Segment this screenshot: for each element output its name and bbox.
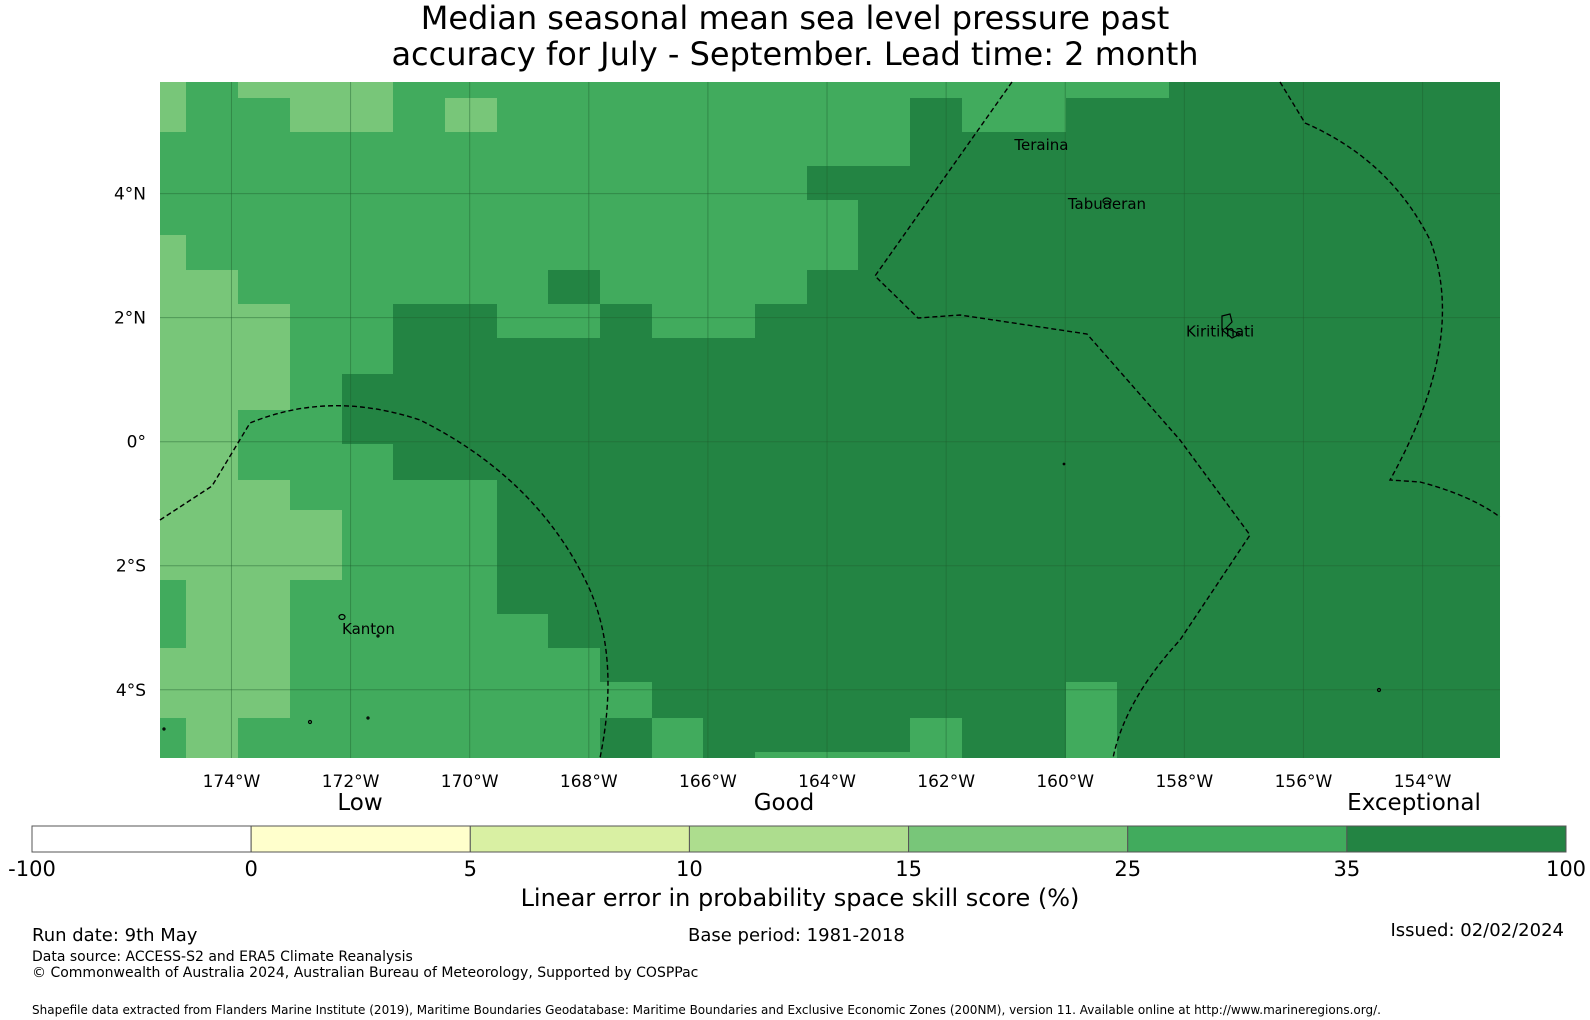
colorbar-tick-label: -100 — [8, 857, 56, 881]
longitude-tick-label: 174°W — [203, 772, 261, 792]
map-gridlines — [160, 82, 1500, 758]
colorbar-tick-label: 35 — [1333, 857, 1360, 881]
longitude-tick-label: 160°W — [1036, 772, 1094, 792]
colorbar-segment — [469, 825, 690, 853]
skill-cell — [186, 580, 290, 648]
eez-boundary-phoenix — [159, 405, 609, 759]
colorbar-tick-label: 25 — [1114, 857, 1141, 881]
map-title-line-2: accuracy for July - September. Lead time… — [391, 35, 1199, 73]
colorbar-title: Linear error in probability space skill … — [521, 884, 1080, 912]
base-period: Base period: 1981-2018 — [688, 925, 905, 946]
latitude-tick-label: 2°N — [114, 309, 146, 329]
category-label-exceptional: Exceptional — [1347, 790, 1481, 816]
skill-cell — [910, 718, 962, 758]
colorbar-tick-label: 5 — [464, 857, 477, 881]
skill-cell — [160, 82, 186, 132]
longitude-tick-label: 164°W — [798, 772, 856, 792]
skill-cell — [160, 510, 342, 580]
skill-cell — [160, 235, 186, 270]
longitude-tick-label: 154°W — [1394, 772, 1452, 792]
shapefile-credit: Shapefile data extracted from Flanders M… — [32, 1003, 1381, 1017]
longitude-tick-label: 172°W — [322, 772, 380, 792]
category-labels: Low Good Exceptional — [337, 790, 1480, 816]
latitude-tick-label: 4°S — [116, 681, 146, 701]
island-shape — [307, 719, 313, 725]
skill-cell — [548, 270, 600, 304]
map-title-line-1: Median seasonal mean sea level pressure … — [420, 0, 1170, 37]
skill-cells — [160, 82, 1500, 758]
skill-cell — [652, 718, 703, 758]
island-shape — [366, 716, 370, 720]
colorbar-segment — [31, 825, 252, 853]
island-shape — [1102, 197, 1112, 205]
longitude-tick-label: 162°W — [917, 772, 975, 792]
skill-cell — [755, 752, 910, 758]
colorbar-tick-label: 15 — [895, 857, 922, 881]
island-shape — [1062, 462, 1066, 466]
island-shape — [1376, 687, 1382, 693]
skill-cell — [290, 82, 393, 132]
longitude-tick-label: 168°W — [560, 772, 618, 792]
longitude-tick-labels: 174°W 172°W 170°W 168°W 166°W 164°W 162°W 160°W… — [203, 772, 1452, 792]
colorbar-segment — [1346, 825, 1567, 853]
colorbar-tick-labels: -100 0 5 10 15 25 35 100 — [8, 857, 1586, 881]
latitude-tick-label: 0° — [127, 433, 146, 453]
longitude-tick-label: 158°W — [1155, 772, 1213, 792]
latitude-tick-label: 4°N — [114, 185, 146, 205]
place-label-kanton: Kanton — [342, 620, 395, 638]
islands — [162, 197, 1382, 731]
colorbar-segment — [688, 825, 910, 853]
latitude-tick-label: 2°S — [116, 557, 146, 577]
place-label-teraina: Teraina — [1013, 136, 1068, 154]
colorbar-segment — [1127, 825, 1348, 853]
colorbar-legend: Low Good Exceptional -100 0 5 10 15 25 35 100 Lin… — [8, 790, 1586, 912]
colorbar-tick-label: 0 — [244, 857, 257, 881]
colorbar-segment — [908, 825, 1129, 853]
longitude-tick-label: 170°W — [441, 772, 499, 792]
issued-date: Issued: 02/02/2024 — [1390, 920, 1564, 941]
eez-boundaries — [159, 81, 1501, 759]
skill-cell — [186, 718, 238, 758]
skill-cell — [600, 718, 652, 758]
skill-cell — [160, 480, 290, 510]
skill-cell — [160, 304, 290, 410]
map-area: Teraina Tabuaeran Kiritimati Kanton — [159, 81, 1501, 759]
data-source: Data source: ACCESS-S2 and ERA5 Climate … — [32, 949, 413, 965]
eez-boundary-line-islands-west — [874, 81, 1251, 759]
place-label-kiritimati: Kiritimati — [1186, 322, 1254, 340]
latitude-tick-labels: 4°N 2°N 0° 2°S 4°S — [114, 185, 146, 701]
longitude-tick-label: 156°W — [1275, 772, 1333, 792]
skill-cell — [160, 410, 238, 480]
skill-region-exceptional — [342, 82, 1500, 758]
run-date: Run date: 9th May — [32, 925, 198, 946]
island-shape — [376, 634, 380, 638]
island-shape — [338, 613, 346, 621]
colorbar-tick-label: 100 — [1546, 857, 1586, 881]
colorbar-tick-label: 10 — [676, 857, 703, 881]
skill-cell — [548, 752, 600, 758]
island-shape — [162, 727, 166, 731]
colorbar-segment — [250, 825, 471, 853]
place-label-tabuaeran: Tabuaeran — [1067, 195, 1146, 213]
place-labels: Teraina Tabuaeran Kiritimati Kanton — [342, 136, 1254, 638]
copyright: © Commonwealth of Australia 2024, Austra… — [32, 965, 699, 981]
category-label-good: Good — [754, 790, 815, 816]
skill-cell — [445, 98, 497, 132]
colorbar-segments — [31, 825, 1567, 853]
island-shape — [1221, 313, 1242, 339]
longitude-tick-label: 166°W — [679, 772, 737, 792]
skill-cell — [160, 648, 290, 718]
eez-boundary-line-islands-east — [1279, 81, 1501, 518]
skill-cell — [160, 270, 238, 304]
category-label-low: Low — [337, 790, 382, 816]
